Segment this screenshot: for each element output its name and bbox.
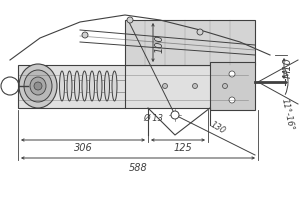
Bar — [18, 65, 248, 108]
Circle shape — [163, 84, 167, 89]
Text: 588: 588 — [129, 163, 147, 173]
Bar — [210, 62, 255, 110]
Ellipse shape — [82, 71, 87, 101]
Ellipse shape — [19, 64, 57, 108]
Bar — [125, 20, 255, 65]
Ellipse shape — [24, 70, 52, 102]
Text: 100: 100 — [155, 35, 165, 53]
Ellipse shape — [67, 71, 72, 101]
Text: 11°-16°: 11°-16° — [279, 98, 295, 132]
Text: 125: 125 — [174, 143, 192, 153]
Circle shape — [171, 111, 179, 119]
Ellipse shape — [112, 71, 117, 101]
Circle shape — [229, 97, 235, 103]
Circle shape — [193, 84, 197, 89]
Text: 306: 306 — [74, 143, 92, 153]
Circle shape — [223, 84, 227, 89]
Ellipse shape — [34, 82, 42, 90]
Ellipse shape — [59, 71, 64, 101]
Circle shape — [197, 29, 203, 35]
Ellipse shape — [30, 77, 46, 95]
Ellipse shape — [97, 71, 102, 101]
Ellipse shape — [89, 71, 94, 101]
Text: 130: 130 — [209, 120, 227, 136]
Circle shape — [229, 71, 235, 77]
Circle shape — [127, 17, 133, 23]
Circle shape — [82, 32, 88, 38]
Ellipse shape — [104, 71, 110, 101]
Text: M10: M10 — [283, 58, 293, 78]
Ellipse shape — [74, 71, 80, 101]
Text: Ø 13: Ø 13 — [143, 113, 163, 123]
